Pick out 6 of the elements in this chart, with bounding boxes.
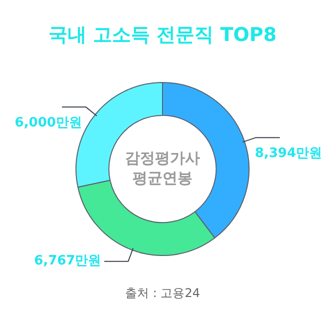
- text: 감정평가사 평균연봉: [125, 148, 200, 187]
- data-label: 6,767만원: [34, 254, 102, 269]
- data-label: 8,394만원: [254, 146, 322, 161]
- source-note: 출처 : 고용24: [124, 285, 201, 302]
- chart-title: 국내 고소득 전문직 TOP8: [47, 23, 278, 48]
- data-label: 6,000만원: [14, 115, 82, 130]
